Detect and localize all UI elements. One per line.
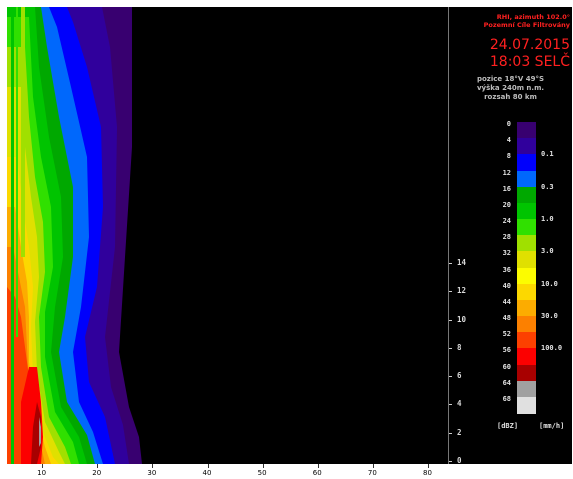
distance-tick-label: 30: [147, 469, 157, 477]
dbz-label: 0: [506, 120, 511, 128]
dbz-label: 32: [502, 249, 511, 258]
scan-date: 24.07.2015: [489, 37, 570, 53]
legend-swatch: [517, 299, 536, 317]
legend-swatch: [517, 202, 536, 220]
height-tick-mark: [449, 262, 452, 264]
legend-swatch: [517, 251, 536, 269]
distance-tick-mark: [317, 464, 319, 468]
height-tick-label: 12: [457, 286, 467, 296]
legend-swatch: [517, 170, 536, 188]
dbz-label: 4: [506, 136, 511, 145]
legend-swatch: [517, 138, 536, 156]
radar-altitude: výška 240m n.m.: [476, 84, 545, 92]
legend-swatch: [517, 186, 536, 204]
unit-dbz: [dBZ]: [497, 422, 519, 430]
rain-rate-label: 100.0: [541, 344, 563, 353]
info-panel: RHI, azimuth 102.0° Pozemní Cíle Filtrov…: [448, 7, 572, 465]
distance-tick-mark: [262, 464, 264, 468]
legend-swatch: [517, 219, 536, 236]
distance-tick-mark: [42, 464, 44, 468]
height-tick-label: 14: [457, 257, 467, 267]
legend-swatch: [517, 235, 536, 253]
height-tick-mark: [449, 376, 452, 378]
unit-rate: [mm/h]: [539, 422, 565, 430]
height-tick-mark: [449, 347, 452, 349]
near-range-streak: [21, 7, 25, 257]
rain-rate-label: 10.0: [541, 279, 558, 288]
rain-rate-label: 3.0: [541, 247, 554, 256]
scan-type: RHI, azimuth 102.0°: [496, 13, 570, 21]
distance-tick-label: 10: [37, 469, 47, 477]
height-tick-mark: [449, 319, 452, 321]
height-tick-mark: [449, 404, 452, 406]
color-legend: [517, 122, 536, 414]
legend-swatch: [517, 316, 536, 333]
scan-time: 18:03 SELČ: [489, 54, 570, 70]
height-tick-label: 10: [457, 314, 467, 324]
distance-tick-label: 50: [257, 469, 267, 477]
rain-rate-label: 30.0: [541, 312, 558, 320]
rain-rate-label: 0.3: [541, 182, 554, 191]
radar-position: pozice 18°V 49°S: [476, 75, 544, 83]
distance-tick-mark: [372, 464, 374, 468]
dbz-label: 8: [506, 152, 511, 161]
distance-tick-mark: [428, 464, 429, 468]
dbz-label: 68: [502, 394, 511, 403]
rain-rate-label: 1.0: [541, 215, 554, 223]
echo-band-14: [31, 402, 41, 464]
distance-axis: 10 20 30 40 50 60 70 80: [7, 464, 448, 479]
distance-tick-label: 40: [202, 469, 212, 477]
height-tick-label: 4: [457, 399, 462, 409]
echo-band-15: [39, 417, 41, 447]
dbz-label: 56: [502, 346, 511, 355]
distance-tick-label: 20: [92, 469, 102, 477]
legend-swatch: [517, 348, 536, 366]
dbz-label: 36: [502, 265, 511, 274]
rain-rate-label: 0.1: [541, 150, 554, 159]
dbz-label: 20: [502, 200, 511, 209]
dbz-label: 16: [502, 184, 511, 193]
legend-swatch: [517, 380, 536, 398]
legend-swatch: [517, 364, 536, 382]
dbz-label: 44: [502, 297, 511, 306]
legend-swatch: [517, 267, 536, 285]
height-tick-mark: [449, 432, 452, 434]
height-tick-label: 2: [457, 427, 462, 437]
distance-tick-mark: [97, 464, 99, 468]
radar-range: rozsah 80 km: [484, 93, 537, 101]
dbz-label: 64: [502, 378, 511, 387]
height-tick-mark: [449, 291, 452, 293]
filter-note: Pozemní Cíle Filtrovány: [483, 21, 570, 29]
dbz-label: 60: [502, 362, 511, 371]
height-tick-label: 8: [457, 342, 462, 352]
distance-tick-mark: [207, 464, 209, 468]
dbz-label: 12: [502, 168, 511, 177]
height-tick-label: 0: [457, 456, 462, 465]
legend-swatch: [517, 332, 536, 350]
rhi-plot[interactable]: ▸: [7, 7, 448, 464]
distance-tick-label: 60: [312, 469, 322, 477]
height-tick-label: 6: [457, 371, 462, 381]
dbz-label: 52: [502, 330, 511, 339]
dbz-label: 48: [502, 314, 511, 322]
reflectivity-field: [7, 7, 142, 464]
distance-tick-label: 80: [423, 469, 432, 477]
dbz-label: 28: [502, 233, 511, 242]
near-range-streak: [16, 7, 18, 337]
distance-tick-label: 70: [367, 469, 377, 477]
distance-tick-mark: [152, 464, 154, 468]
legend-swatch: [517, 122, 536, 139]
radar-origin-marker: ▸: [7, 462, 12, 464]
legend-swatch: [517, 396, 536, 414]
height-tick-mark: [449, 461, 452, 462]
dbz-label: 40: [502, 281, 511, 290]
dbz-label: 24: [502, 217, 511, 225]
legend-swatch: [517, 154, 536, 172]
legend-swatch: [517, 283, 536, 301]
near-range-streak: [11, 7, 14, 464]
